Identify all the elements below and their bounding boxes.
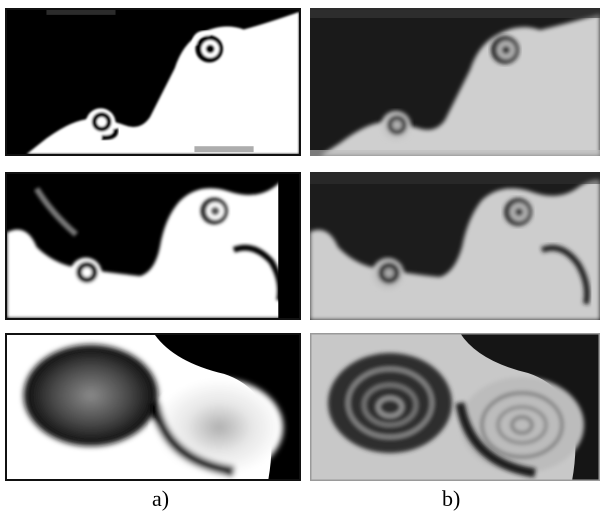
vortex-photo-b2	[310, 172, 600, 320]
column-b-label: b)	[442, 486, 461, 511]
vortex-image-a3	[7, 335, 299, 479]
simulation-panel-row3	[5, 333, 301, 481]
vortex-image-a1	[7, 10, 299, 154]
photograph-panel-row2	[310, 172, 600, 320]
column-a-label: a)	[152, 486, 170, 511]
vortex-photo-b3	[310, 333, 600, 481]
simulation-panel-row2	[5, 172, 301, 320]
photograph-panel-row3	[310, 333, 600, 481]
photograph-panel-row1	[310, 8, 600, 156]
vortex-photo-b1	[310, 8, 600, 156]
vortex-image-a2	[7, 174, 299, 318]
simulation-panel-row1	[5, 8, 301, 156]
